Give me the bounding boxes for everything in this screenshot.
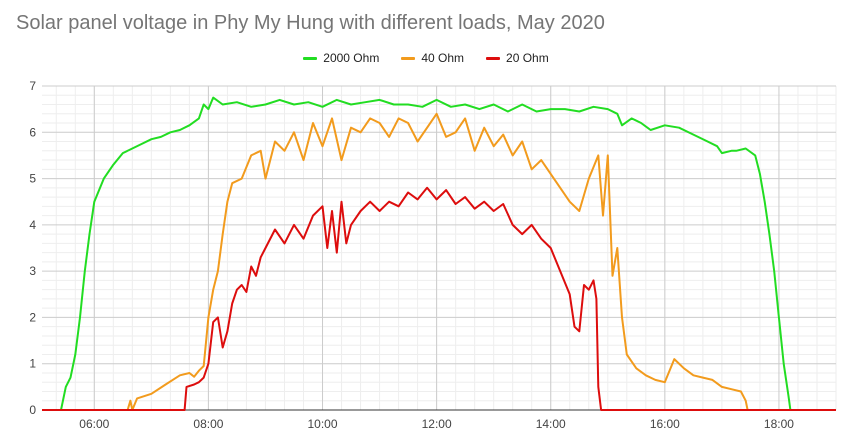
x-tick-label: 08:00 — [193, 417, 223, 431]
y-tick-label: 0 — [29, 403, 36, 417]
legend-swatch-2000-ohm — [303, 56, 318, 60]
legend: 2000 Ohm 40 Ohm 20 Ohm — [0, 51, 852, 65]
y-tick-label: 2 — [29, 310, 36, 324]
axis-tick-labels: 0 1 2 3 4 5 6 7 06:00 08:00 10:00 12:00 14:00 16:00 18… — [29, 79, 794, 431]
x-tick-label: 16:00 — [650, 417, 680, 431]
x-tick-label: 10:00 — [307, 417, 337, 431]
series-lines — [42, 96, 836, 411]
legend-swatch-40-ohm — [401, 56, 416, 60]
legend-item-40-ohm[interactable]: 40 Ohm — [401, 51, 464, 65]
y-tick-label: 5 — [29, 172, 36, 186]
y-tick-label: 1 — [29, 357, 36, 371]
legend-item-2000-ohm[interactable]: 2000 Ohm — [303, 51, 379, 65]
y-tick-label: 3 — [29, 264, 36, 278]
chart-title: Solar panel voltage in Phy My Hung with … — [16, 12, 605, 34]
x-tick-label: 06:00 — [79, 417, 109, 431]
x-tick-label: 18:00 — [764, 417, 794, 431]
y-tick-label: 4 — [29, 218, 36, 232]
legend-item-20-ohm[interactable]: 20 Ohm — [486, 51, 549, 65]
x-tick-label: 12:00 — [422, 417, 452, 431]
grid-lines — [42, 85, 837, 411]
legend-swatch-20-ohm — [486, 56, 501, 60]
legend-label-20-ohm: 20 Ohm — [506, 51, 549, 65]
series-line-20-ohm[interactable] — [42, 186, 836, 411]
y-tick-label: 7 — [29, 79, 36, 93]
series-line-2000-ohm[interactable] — [42, 96, 836, 411]
series-line-40-ohm[interactable] — [42, 112, 836, 411]
y-tick-label: 6 — [29, 125, 36, 139]
legend-label-2000-ohm: 2000 Ohm — [323, 51, 380, 65]
x-tick-label: 14:00 — [536, 417, 566, 431]
legend-label-40-ohm: 40 Ohm — [421, 51, 465, 65]
